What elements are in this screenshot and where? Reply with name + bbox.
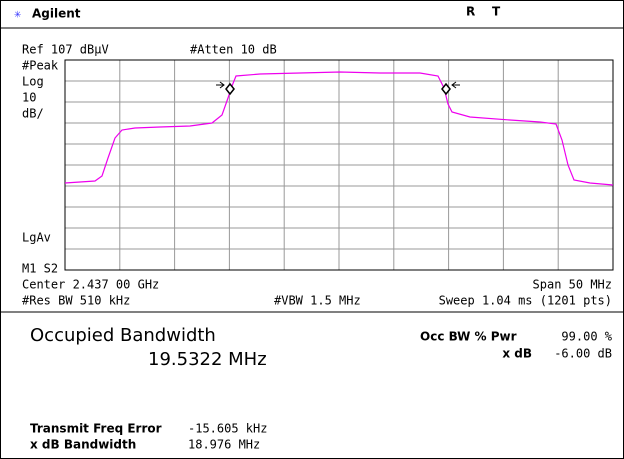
trace xyxy=(64,71,614,186)
param-value: -6.00 dB xyxy=(554,347,612,361)
param-value: 99.00 % xyxy=(561,330,612,344)
center: Center 2.437 00 GHz xyxy=(22,278,159,292)
side-label: Log xyxy=(22,75,44,89)
span: Span 50 MHz xyxy=(533,278,612,292)
graticule xyxy=(65,60,613,270)
markers: M1 S2 xyxy=(22,262,58,276)
status: R xyxy=(466,5,475,19)
error-value: 18.976 MHz xyxy=(188,438,260,452)
sweep: Sweep 1.04 ms (1201 pts) xyxy=(439,294,612,308)
brand: Agilent xyxy=(32,7,81,21)
status: T xyxy=(492,5,501,19)
marker xyxy=(225,82,235,96)
vbw: #VBW 1.5 MHz xyxy=(274,294,361,308)
param-label: x dB xyxy=(502,347,532,361)
error-value: -15.605 kHz xyxy=(188,422,267,436)
side-label: #Peak xyxy=(22,59,59,73)
measurement-title: Occupied Bandwidth xyxy=(30,325,216,346)
average: LgAv xyxy=(22,231,51,245)
side-label: dB/ xyxy=(22,107,44,121)
error-label: x dB Bandwidth xyxy=(30,438,136,452)
logo: ✳ xyxy=(14,7,21,21)
side-label: 10 xyxy=(22,91,36,105)
marker-arrow xyxy=(216,81,225,89)
attenuation: #Atten 10 dB xyxy=(190,43,277,57)
reference: Ref 107 dBµV xyxy=(22,43,109,57)
graticule-border xyxy=(64,59,614,271)
marker-arrow xyxy=(451,81,460,89)
marker xyxy=(441,82,451,96)
error-label: Transmit Freq Error xyxy=(30,422,162,436)
measurement-result: 19.5322 MHz xyxy=(148,349,267,370)
rbw: #Res BW 510 kHz xyxy=(22,294,130,308)
param-label: Occ BW % Pwr xyxy=(420,330,517,344)
